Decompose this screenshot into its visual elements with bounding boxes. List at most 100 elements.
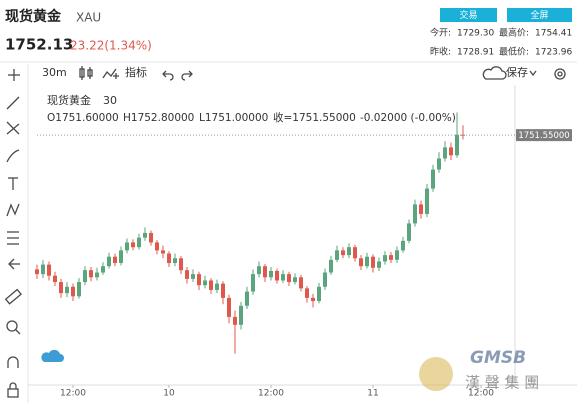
candle-body — [239, 305, 243, 325]
trade-button[interactable] — [440, 8, 497, 22]
x-tick-label: 12:00 — [468, 389, 494, 399]
legend-close: 收=1751.55000 — [273, 111, 356, 124]
pattern-tool[interactable] — [6, 203, 20, 217]
candle-body — [449, 147, 453, 156]
candle-body — [83, 270, 87, 283]
candle-body — [425, 188, 429, 214]
candle-body — [293, 277, 297, 283]
candle-body — [167, 253, 171, 264]
candle-body — [113, 256, 117, 264]
stat-value: 1728.91 — [457, 48, 494, 58]
x-tick-label: 12:00 — [258, 389, 284, 399]
fullscreen-button[interactable] — [507, 8, 572, 22]
stat-label: 昨收: — [430, 46, 451, 58]
interval-button[interactable]: 30m — [42, 66, 67, 79]
x-tick-label: 12:00 — [60, 389, 86, 399]
x-tick-label: 10 — [163, 389, 175, 399]
redo-button[interactable] — [181, 70, 193, 81]
chart-type-button[interactable] — [79, 66, 93, 80]
instrument-symbol: XAU — [76, 11, 101, 25]
zoom-tool[interactable] — [6, 320, 21, 335]
stat-value: 1754.41 — [535, 29, 572, 39]
hide-toolbar[interactable] — [8, 258, 20, 270]
candle-body — [251, 274, 255, 292]
candle-body — [131, 242, 135, 248]
cloud-badge[interactable] — [41, 349, 64, 362]
candle-body — [41, 264, 45, 275]
stat-label: 最高价: — [499, 27, 529, 39]
trade-button-label[interactable]: 交易 — [459, 9, 477, 21]
undo-button[interactable] — [162, 70, 174, 81]
save-button[interactable]: 保存 — [506, 65, 528, 79]
candle-body — [53, 275, 57, 283]
crosshair-tool[interactable] — [8, 69, 20, 81]
candle-body — [263, 266, 267, 278]
candle-body — [161, 250, 165, 254]
legend-open: O1751.60000 — [47, 112, 119, 124]
candle-body — [191, 274, 195, 279]
save-menu[interactable] — [529, 70, 537, 77]
candle-body — [281, 274, 285, 281]
settings-button[interactable] — [554, 68, 566, 80]
fib-tool[interactable] — [6, 121, 20, 135]
legend-high: H1752.80000 — [123, 112, 194, 124]
candle-body — [269, 270, 273, 278]
candle-body — [317, 286, 321, 302]
watermark-name: 漢 聲 集 團 — [465, 374, 539, 392]
candle-body — [383, 255, 387, 262]
stat-label: 今开: — [430, 27, 451, 39]
legend-interval: 30 — [103, 94, 117, 107]
candle-body — [35, 269, 39, 275]
candle-body — [431, 169, 435, 189]
candle-body — [119, 250, 123, 264]
magnet-tool[interactable] — [7, 356, 19, 368]
lock-tool[interactable] — [7, 382, 19, 398]
candle-body — [413, 204, 417, 224]
measure-tool[interactable] — [4, 288, 22, 305]
candle-body — [329, 259, 333, 273]
candle-body — [59, 282, 63, 294]
stat-label: 最低价: — [499, 46, 529, 58]
candle-body — [299, 277, 303, 289]
x-tick-label: 11 — [367, 389, 378, 399]
candle-body — [323, 272, 327, 287]
drawing-toolbar — [4, 96, 22, 398]
fullscreen-button-label[interactable]: 全屏 — [530, 9, 548, 21]
candle-body — [179, 258, 183, 271]
legend-low: L1751.00000 — [199, 112, 268, 124]
candle-body — [311, 297, 315, 302]
candle-body — [395, 250, 399, 260]
candle-body — [275, 270, 279, 281]
candle-body — [455, 134, 459, 156]
candle-body — [47, 264, 51, 276]
prediction-tool[interactable] — [7, 231, 19, 245]
brush-tool[interactable] — [6, 149, 20, 163]
candle-body — [65, 286, 69, 294]
candle-body — [257, 266, 261, 275]
candle-body — [107, 256, 111, 267]
last-price-tag — [516, 129, 572, 142]
candle-body — [341, 250, 345, 256]
candle-body — [443, 147, 447, 159]
candle-body — [233, 316, 237, 325]
indicators-button[interactable]: 指标 — [125, 65, 147, 79]
candle-body — [407, 223, 411, 241]
candle-body — [401, 240, 405, 251]
cloud-icon[interactable] — [482, 66, 507, 80]
candle-body — [335, 250, 339, 260]
candle-body — [215, 283, 219, 290]
price-change: 23.22(1.34%) — [70, 39, 152, 53]
instrument-title: 现货黄金 — [5, 8, 62, 25]
candle-body — [227, 297, 231, 317]
candle-body — [197, 274, 201, 286]
last-price-label: 1751.55000 — [518, 131, 569, 141]
watermark-emblem — [419, 357, 453, 391]
indicators-icon[interactable] — [102, 68, 119, 79]
stat-value: 1729.30 — [457, 29, 494, 39]
text-tool[interactable] — [8, 177, 18, 190]
candle-body — [77, 282, 81, 297]
trend-line-tool[interactable] — [6, 96, 20, 110]
candle-body — [203, 280, 207, 286]
